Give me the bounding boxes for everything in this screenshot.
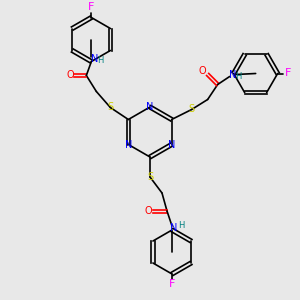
Text: O: O [199, 65, 206, 76]
Text: O: O [144, 206, 152, 216]
Text: F: F [169, 279, 175, 289]
Text: F: F [88, 2, 94, 13]
Text: F: F [284, 68, 291, 79]
Text: N: N [125, 140, 132, 149]
Text: N: N [170, 223, 178, 233]
Text: H: H [97, 56, 103, 65]
Text: N: N [168, 140, 175, 149]
Text: H: H [236, 72, 242, 81]
Text: S: S [147, 172, 153, 182]
Text: N: N [91, 53, 98, 64]
Text: O: O [67, 70, 74, 80]
Text: S: S [107, 103, 113, 112]
Text: N: N [146, 102, 154, 112]
Text: H: H [178, 221, 184, 230]
Text: S: S [189, 104, 195, 115]
Text: N: N [229, 70, 236, 80]
